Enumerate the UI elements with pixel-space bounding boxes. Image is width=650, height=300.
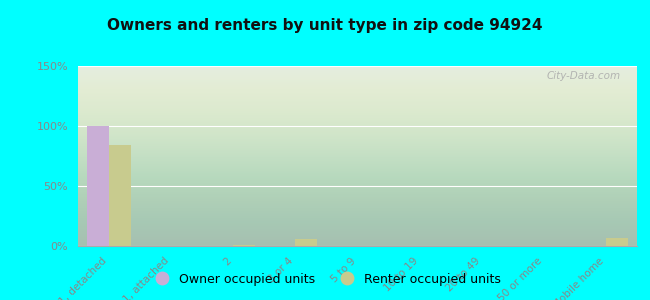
Legend: Owner occupied units, Renter occupied units: Owner occupied units, Renter occupied un… [144,268,506,291]
Bar [109,145,131,246]
Text: City-Data.com: City-Data.com [546,71,620,81]
Bar [233,245,255,246]
Bar [606,238,628,246]
Bar [87,126,109,246]
Text: Owners and renters by unit type in zip code 94924: Owners and renters by unit type in zip c… [107,18,543,33]
Bar [295,239,317,246]
